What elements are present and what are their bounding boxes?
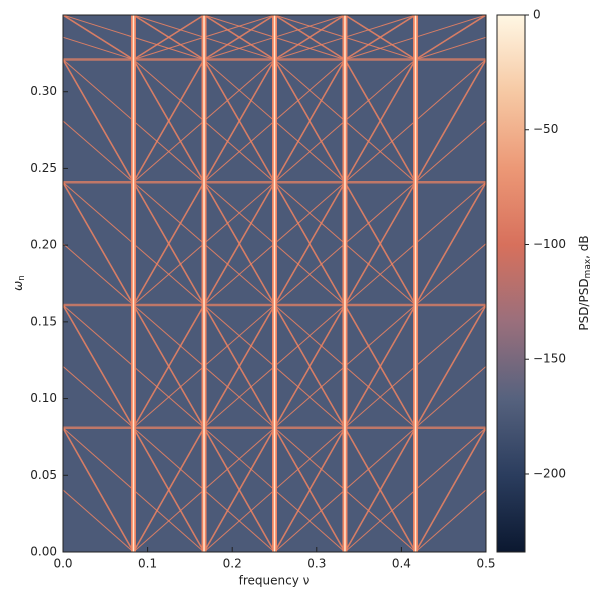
diagonal-ridge — [63, 36, 134, 60]
diagonal-ridge — [273, 181, 346, 306]
diagonal-ridge — [415, 15, 486, 61]
x-tick-label: 0.1 — [138, 557, 157, 571]
diagonal-ridge — [414, 304, 486, 429]
diagonal-ridge — [63, 59, 135, 183]
cbar-label-main: PSD/PSD — [577, 278, 591, 330]
diagonal-ridge — [132, 304, 205, 429]
diagonal-ridge — [414, 59, 486, 183]
colorbar-tick-label: −50 — [533, 122, 558, 136]
diagonal-ridge — [415, 243, 486, 306]
plot-area — [63, 15, 486, 552]
y-tick-label: 0.25 — [30, 161, 57, 175]
diagonal-ridge — [63, 181, 135, 306]
diagonal-ridge — [63, 243, 134, 306]
colorbar-tick-label: −150 — [533, 352, 566, 366]
y-axis-label: ωn — [11, 275, 27, 291]
x-tick-label: 0.0 — [53, 557, 72, 571]
diagonal-ridge — [414, 181, 486, 306]
x-tick-label: 0.4 — [392, 557, 411, 571]
diagonal-ridge — [344, 181, 417, 306]
cbar-label-tail: , dB — [577, 235, 591, 258]
x-tick-label: 0.5 — [476, 557, 495, 571]
diagonal-ridge — [415, 365, 486, 429]
x-tick-label: 0.2 — [223, 557, 242, 571]
diagonal-ridge — [415, 36, 486, 60]
diagonal-ridge — [63, 15, 134, 61]
diagonal-ridge — [132, 181, 205, 306]
diagonal-ridge — [273, 15, 346, 61]
diagonal-ridge — [344, 304, 417, 429]
x-tick-label: 0.3 — [307, 557, 326, 571]
colorbar-tick-label: −200 — [533, 466, 566, 480]
diagonal-ridge — [132, 427, 205, 552]
diagonal-ridge — [63, 120, 134, 183]
y-tick-label: 0.00 — [30, 545, 57, 559]
diagonal-ridge — [63, 489, 134, 552]
y-tick-label: 0.15 — [30, 314, 57, 328]
y-tick-label: 0.05 — [30, 468, 57, 482]
colorbar — [496, 14, 526, 553]
colorbar-tick-label: −100 — [533, 237, 566, 251]
diagonal-ridge — [203, 59, 276, 183]
colorbar-tick-label: 0 — [533, 8, 541, 22]
y-tick-label: 0.20 — [30, 238, 57, 252]
colorbar-label: PSD/PSDmax, dB — [577, 235, 593, 330]
diagonal-ridge — [344, 15, 416, 61]
diagonal-ridge — [273, 304, 346, 429]
diagonal-ridge — [63, 427, 135, 552]
plot-frame — [62, 14, 487, 553]
diagonal-ridge — [63, 304, 135, 429]
diagonal-ridge — [203, 304, 276, 429]
diagonal-ridge — [63, 365, 134, 429]
y-tick-label: 0.30 — [30, 84, 57, 98]
diagonal-ridge — [415, 489, 486, 552]
diagonal-ridge — [273, 427, 346, 552]
diagonal-ridge — [203, 181, 276, 306]
diagonal-ridge — [273, 59, 346, 183]
x-axis-label: frequency ν — [239, 574, 310, 588]
diagonal-ridge — [344, 427, 417, 552]
y-tick-label: 0.10 — [30, 391, 57, 405]
diagonal-ridge — [203, 427, 276, 552]
diagonal-ridge — [415, 120, 486, 183]
diagonal-ridge — [132, 59, 205, 183]
diagonal-ridge — [133, 15, 205, 61]
diagonal-ridge — [203, 15, 275, 61]
diagonal-ridge — [414, 427, 486, 552]
y-label-sub: n — [17, 275, 27, 281]
diagonal-ridge — [344, 59, 417, 183]
cbar-label-sub: max — [583, 258, 593, 278]
y-label-main: ω — [11, 281, 25, 291]
